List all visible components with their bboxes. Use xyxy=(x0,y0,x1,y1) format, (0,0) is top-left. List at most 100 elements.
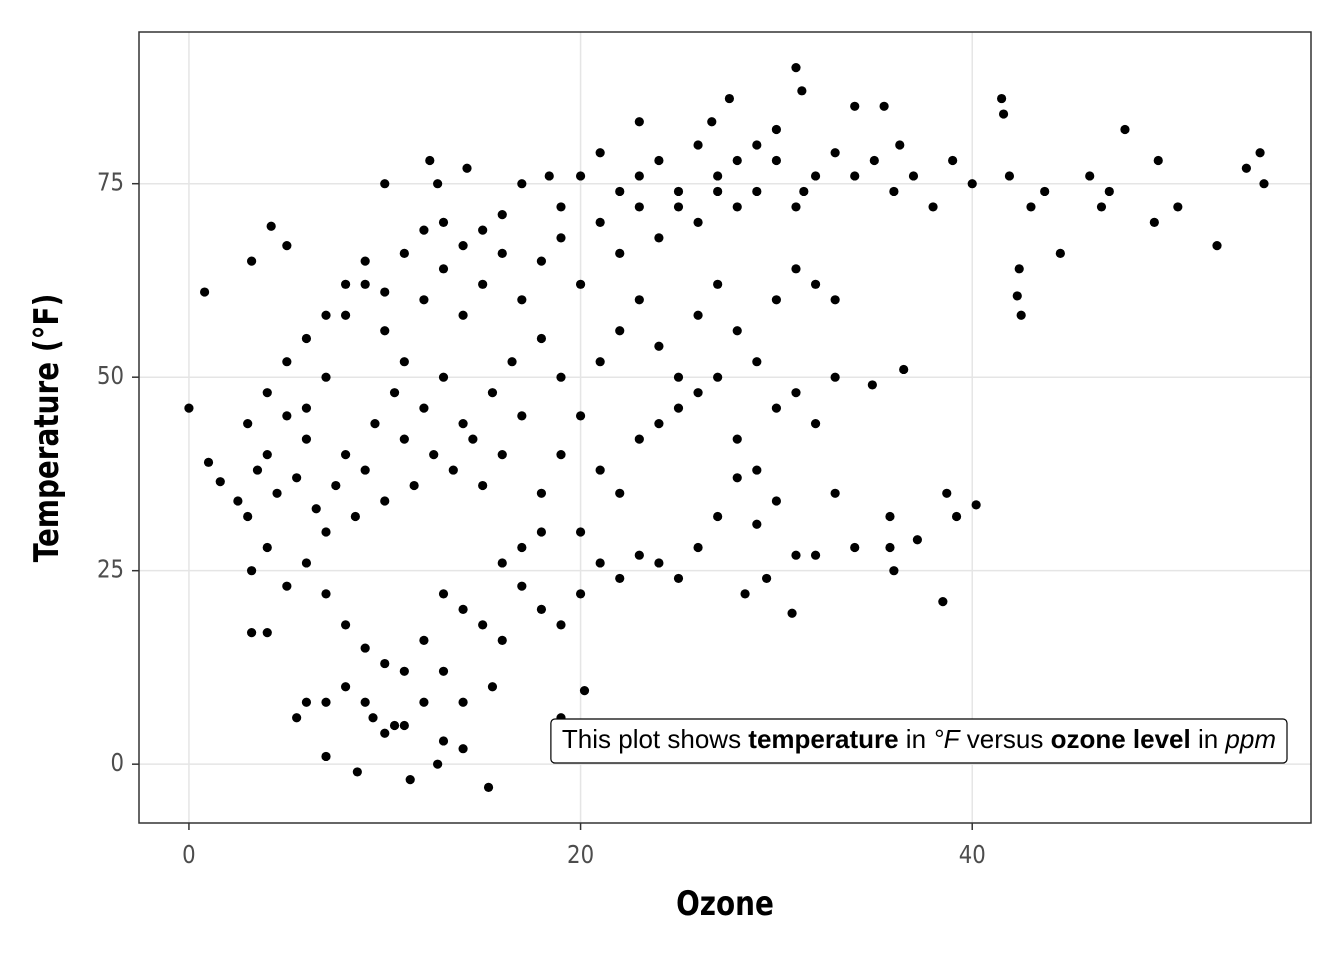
point xyxy=(996,93,1007,104)
point xyxy=(282,411,292,421)
point xyxy=(912,535,922,545)
point xyxy=(340,279,351,289)
point xyxy=(579,686,590,696)
point xyxy=(1016,310,1026,320)
point xyxy=(1014,264,1024,274)
point xyxy=(713,186,723,197)
point xyxy=(752,140,762,150)
point xyxy=(252,465,263,475)
point xyxy=(301,558,312,568)
panel-border xyxy=(138,31,1312,824)
point xyxy=(575,527,586,537)
point xyxy=(517,179,527,189)
point xyxy=(425,155,435,166)
point xyxy=(971,500,981,510)
point xyxy=(634,434,644,444)
point xyxy=(967,179,977,189)
point xyxy=(438,736,449,746)
point xyxy=(885,542,895,553)
point xyxy=(321,697,331,707)
point xyxy=(556,372,566,382)
annotation-segment: ozone level xyxy=(1051,724,1191,754)
point xyxy=(998,109,1009,119)
point xyxy=(301,697,312,707)
point xyxy=(399,720,409,731)
point xyxy=(899,364,909,375)
point xyxy=(732,473,742,483)
point xyxy=(321,310,331,320)
point xyxy=(1120,124,1130,135)
point xyxy=(595,148,605,158)
point xyxy=(1153,155,1163,166)
annotation-segment: temperature xyxy=(748,724,898,754)
point xyxy=(654,233,664,243)
point xyxy=(1173,202,1183,212)
point xyxy=(810,419,821,429)
point xyxy=(850,101,860,111)
point xyxy=(497,210,507,220)
point xyxy=(301,403,312,413)
point xyxy=(615,248,625,258)
annotation: This plot shows temperature in °F versus… xyxy=(550,718,1288,764)
point xyxy=(889,186,899,197)
point xyxy=(654,341,664,351)
point xyxy=(724,93,735,104)
x-tick-label: 0 xyxy=(182,840,196,869)
annotation-box xyxy=(550,718,1288,764)
point xyxy=(419,403,429,413)
point xyxy=(615,488,625,498)
point xyxy=(771,295,782,305)
point xyxy=(282,581,292,591)
point xyxy=(399,248,409,258)
point xyxy=(713,279,723,289)
point xyxy=(438,666,449,676)
point xyxy=(732,155,742,166)
y-tick-label: 0 xyxy=(110,749,124,778)
point xyxy=(243,511,253,522)
point xyxy=(536,256,547,266)
point xyxy=(732,202,742,212)
point xyxy=(507,357,517,367)
point xyxy=(311,504,321,514)
point xyxy=(478,225,488,235)
point xyxy=(517,295,527,305)
point xyxy=(938,597,948,607)
point xyxy=(438,264,449,274)
point xyxy=(389,720,400,731)
point xyxy=(556,449,566,460)
point xyxy=(810,279,821,289)
point xyxy=(458,604,468,614)
point xyxy=(380,496,390,506)
point xyxy=(752,186,762,197)
point xyxy=(771,403,782,413)
point xyxy=(615,573,625,584)
point xyxy=(380,287,390,297)
point xyxy=(203,457,214,467)
point xyxy=(340,682,351,692)
point xyxy=(544,171,554,181)
point xyxy=(732,434,742,444)
point xyxy=(595,217,605,227)
point xyxy=(1040,186,1050,197)
point xyxy=(771,124,782,135)
point xyxy=(830,295,840,305)
point xyxy=(575,411,586,421)
point xyxy=(321,751,331,762)
point xyxy=(438,589,449,599)
point xyxy=(380,658,390,669)
y-tick-label: 75 xyxy=(97,168,124,197)
point xyxy=(497,449,507,460)
point xyxy=(575,171,586,181)
point xyxy=(1004,171,1015,181)
point xyxy=(215,477,225,487)
point xyxy=(497,558,507,568)
point xyxy=(879,101,889,111)
point xyxy=(673,372,684,382)
point xyxy=(799,186,809,197)
point xyxy=(433,179,443,189)
point xyxy=(928,202,938,212)
point xyxy=(752,465,762,475)
point xyxy=(575,589,586,599)
point xyxy=(595,558,605,568)
